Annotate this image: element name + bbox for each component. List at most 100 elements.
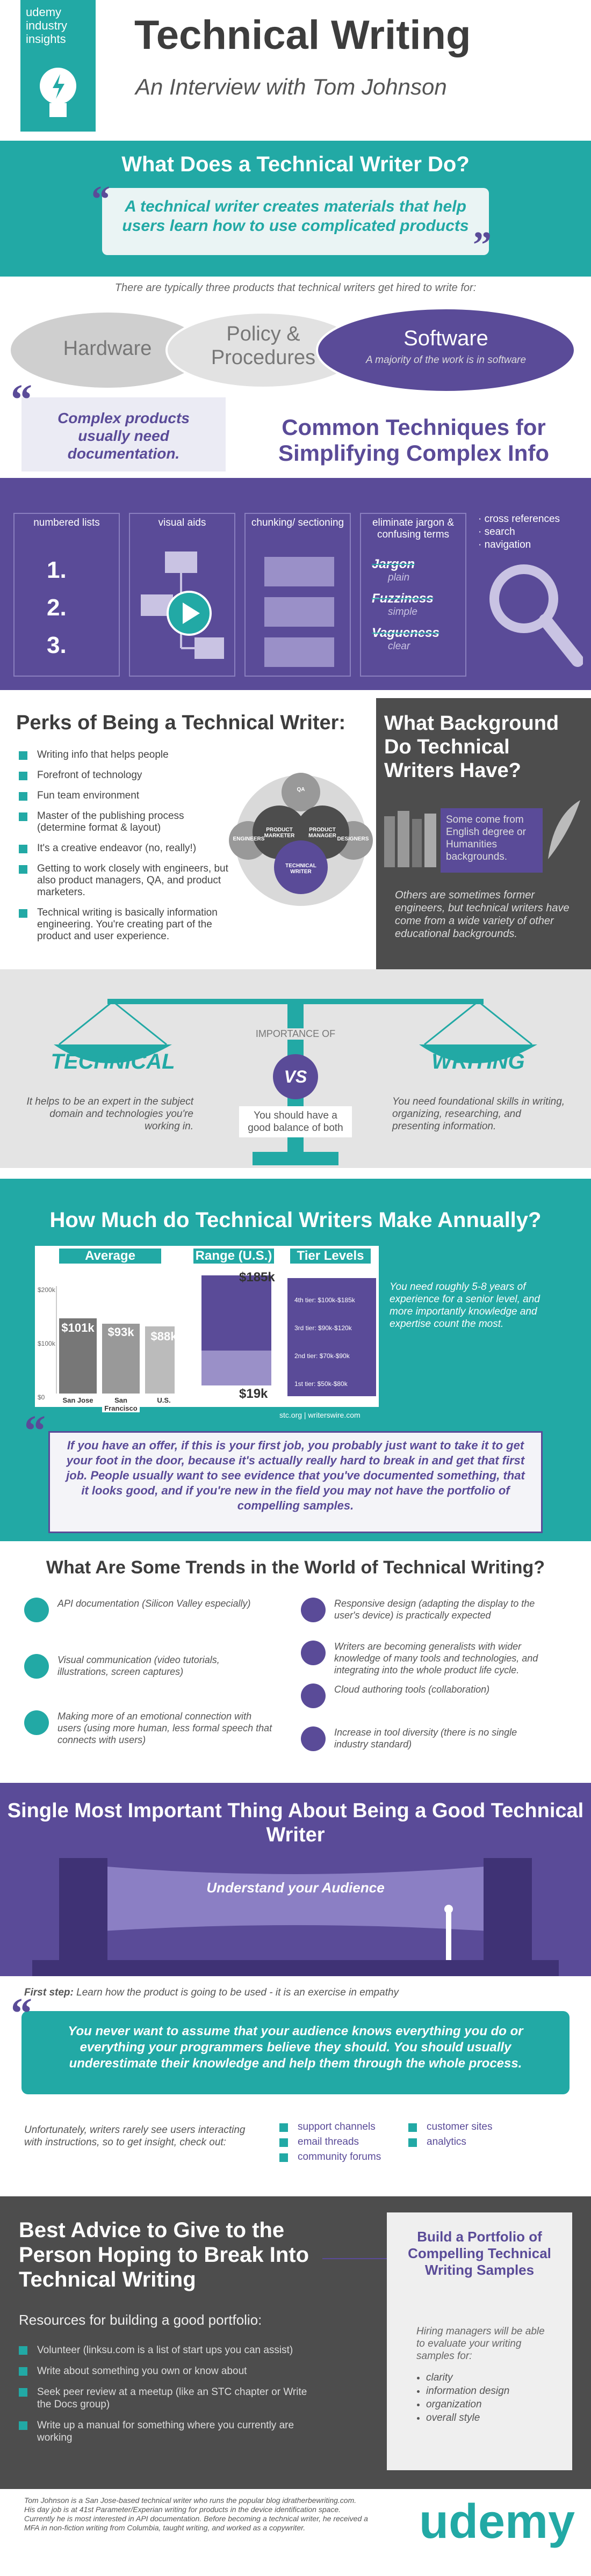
portfolio-box [387,2212,572,2470]
quote-box [102,188,489,255]
balance-right: WRITING [431,1050,525,1073]
lightbulb-icon [40,68,76,117]
resources-heading: Resources for building a good portfolio: [19,2312,262,2328]
balance-label: IMPORTANCE OF [244,1028,347,1040]
trend-icon [301,1684,326,1708]
trend-icon [301,1641,326,1665]
quote-mark: “ [91,179,110,220]
quill-icon [548,800,580,859]
axis-label: $0 [38,1394,45,1401]
insight-source: support channels [279,2121,381,2133]
range-low: $19k [239,1387,268,1401]
insight-source: analytics [408,2136,492,2148]
team-diagram [229,773,373,906]
first-step: First step: Learn how the product is goi… [24,1987,567,1999]
axis-label: $200k [38,1286,55,1294]
perk: Master of the publishing process (determ… [19,810,234,834]
technique-column: · cross references · search · navigation [475,513,583,677]
advice-heading: Best Advice to Give to the Person Hoping… [19,2218,309,2291]
salary-quote: If you have an offer, if this is your fi… [66,1439,525,1512]
footer-logo: udemy [419,2495,575,2549]
subtitle: An Interview with Tom Johnson [135,74,447,99]
background-heading: What Background Do Technical Writers Hav… [384,712,559,782]
criterion: clarity [426,2371,509,2384]
trend: Increase in tool diversity (there is no … [334,1727,517,1750]
trend-icon [301,1598,326,1622]
salary-column: Tier Levels [290,1249,371,1264]
insight-source: customer sites [408,2121,492,2133]
number: 1. [47,557,67,583]
balance-middle-text: You should have a good balance of both [239,1106,352,1137]
trend: Visual communication (video tutorials, i… [57,1655,220,1677]
background-note: Some come from English degree or Humanit… [446,814,526,862]
perk: Getting to work closely with engineers, … [19,863,234,898]
insight-source: community forums [279,2151,381,2163]
balance-right-text: You need foundational skills in writing,… [392,1096,565,1132]
insight-source-list: customer sites analytics [408,2121,492,2151]
nav-item: · navigation [478,539,531,550]
scale-graphic [54,999,537,1165]
jargon-replacement: clear [388,641,410,652]
role-section: What Does a Technical Writer Do? A techn… [0,141,591,277]
perk: Forefront of technology [19,770,234,781]
column-title: visual aids [158,517,206,528]
technique-column: visual aids [129,513,235,677]
criterion: information design [426,2384,509,2398]
trend-icon [24,1598,49,1622]
axis-label: $100k [38,1340,55,1347]
product: Software [403,326,488,350]
trend: API documentation (Silicon Valley especi… [57,1598,251,1609]
advice-section: Best Advice to Give to the Person Hoping… [0,2196,591,2489]
team-role: ENGINEERS [233,836,265,842]
techniques-heading: Common Techniques for Simplifying Comple… [278,415,550,466]
products-diagram [11,307,576,393]
stage-graphic [32,1858,559,1976]
team-role: DESIGNERS [337,836,369,842]
salary-note: You need roughly 5-8 years of experience… [390,1281,540,1330]
column-title: numbered lists [33,517,100,528]
average-place: U.S. [145,1396,183,1404]
balance-left: TECHNICAL [51,1050,175,1073]
perk-list: Writing info that helps people Forefront … [19,749,234,951]
jargon-term: Fuzziness [372,591,434,606]
nav-item: · cross references [478,513,560,525]
quote-box [21,397,226,471]
salary-heading: How Much do Technical Writers Make Annua… [49,1208,542,1232]
footer-bio: Tom Johnson is a San Jose-based technica… [24,2496,368,2532]
team-role: PRODUCT MARKETER [264,827,295,839]
trend-icon [24,1654,49,1679]
product: Policy & Procedures [211,323,316,369]
techniques-quote: Complex products usually need documentat… [57,410,190,462]
connector [322,2258,387,2259]
books-icon [384,811,436,867]
role-quote: A technical writer creates materials tha… [122,198,469,235]
team-role: PRODUCT MANAGER [308,827,336,839]
salary-column: Range (U.S.) [193,1249,274,1264]
logo-box: udemy industry insights [20,0,96,132]
quote-box [48,1431,543,1533]
criterion-list: clarityinformation designorganizationove… [416,2371,509,2425]
technique-column: numbered lists 1. 2. 3. [13,513,120,677]
balance-section: IMPORTANCE OF TECHNICAL WRITING VS It he… [0,969,591,1168]
portfolio-text: Hiring managers will be able to evaluate… [416,2326,545,2362]
perk: Fun team environment [19,790,234,802]
salary-graphic [56,1275,376,1396]
portfolio-heading: Build a Portfolio of Compelling Technica… [408,2229,551,2278]
jargon-term: Jargon [372,557,415,571]
resource: Write up a manual for something where yo… [19,2419,320,2444]
quote-mark: “ [11,1990,32,2037]
resource: Write about something you own or know ab… [19,2365,320,2377]
technique-column: eliminate jargon & confusing terms Jargo… [360,513,466,677]
insight-text: Unfortunately, writers rarely see users … [24,2124,246,2148]
number: 2. [47,594,67,621]
product: Hardware [63,337,152,360]
quote-mark: ” [473,224,492,266]
title: Technical Writing [134,12,471,58]
criterion: organization [426,2398,509,2411]
audience-quote: You never want to assume that your audie… [68,2024,523,2071]
perk: Technical writing is basically informati… [19,907,234,942]
first-step-label: First step: [24,1987,74,1998]
trends-heading: What Are Some Trends in the World of Tec… [46,1557,545,1578]
trend: Writers are becoming generalists with wi… [334,1641,538,1675]
average-amount: $93k [107,1325,134,1339]
